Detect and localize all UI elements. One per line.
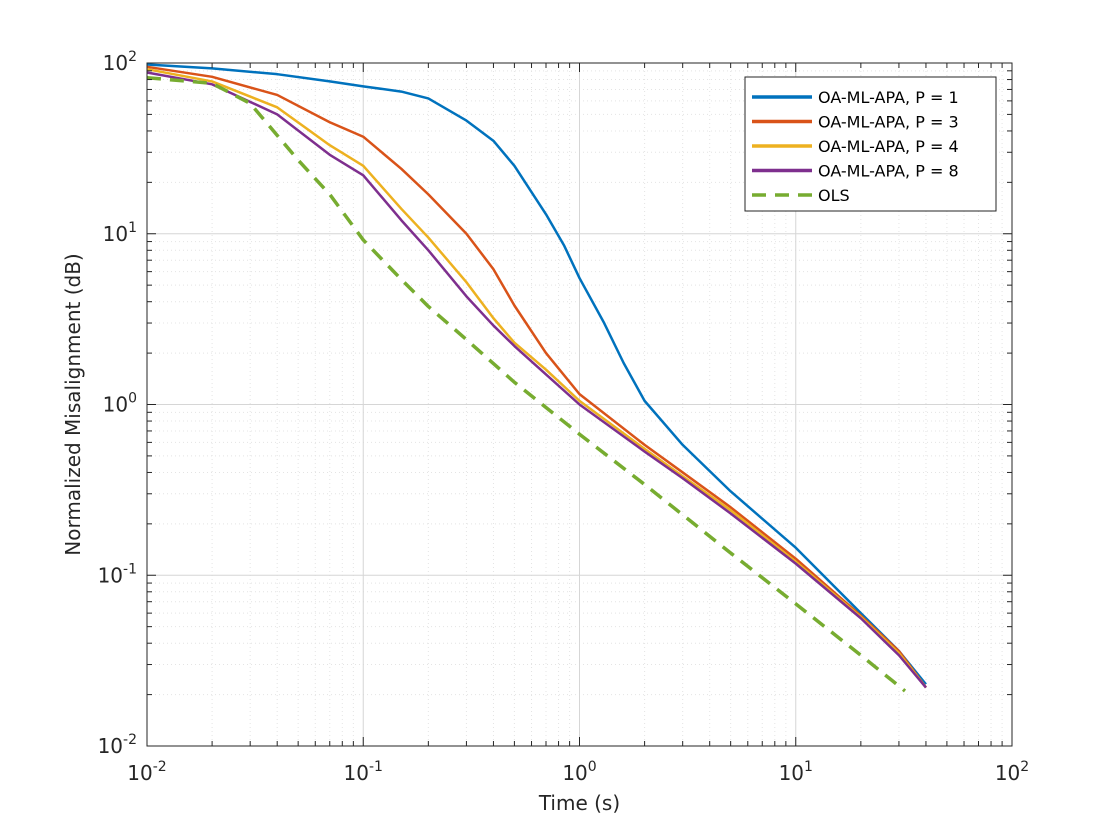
- x-tick-label-exponent: -2: [153, 759, 167, 775]
- x-axis-label: Time (s): [538, 791, 620, 815]
- x-tick-label-base: 10: [562, 761, 587, 785]
- legend-label-1: OA-ML-APA, P = 1: [818, 88, 959, 107]
- x-tick-label-exponent: 1: [804, 759, 813, 775]
- y-axis-label: Normalized Misalignment (dB): [61, 253, 85, 555]
- x-tick-label: 102: [995, 759, 1029, 785]
- y-tick-label: 10-2: [98, 732, 137, 758]
- x-tick-label: 101: [779, 759, 813, 785]
- series-line-5: [146, 75, 907, 693]
- legend-label-5: OLS: [818, 186, 850, 205]
- x-tick-label-exponent: 0: [588, 759, 597, 775]
- legend-box: [744, 76, 997, 212]
- y-tick-label: 100: [103, 391, 137, 417]
- legend: OA-ML-APA, P = 1 OA-ML-APA, P = 3 OA-ML-AP…: [744, 76, 997, 212]
- y-tick-label-base: 10: [103, 393, 128, 417]
- series-line-1: [146, 63, 927, 686]
- y-tick-label-base: 10: [98, 734, 123, 758]
- y-tick-label-base: 10: [103, 222, 128, 246]
- axis-ticks: [146, 62, 1013, 747]
- legend-label-3: OA-ML-APA, P = 4: [818, 137, 959, 156]
- y-tick-label-exponent: -1: [123, 561, 137, 577]
- x-tick-label-base: 10: [779, 761, 804, 785]
- x-tick-label-base: 10: [344, 761, 369, 785]
- y-tick-label-exponent: 0: [128, 391, 137, 407]
- y-tick-label-base: 10: [103, 51, 128, 75]
- y-tick-label-base: 10: [98, 563, 123, 587]
- x-tick-label: 10-1: [344, 759, 383, 785]
- y-tick-label-exponent: -2: [123, 732, 137, 748]
- x-tick-label: 100: [562, 759, 596, 785]
- y-tick-label: 102: [103, 49, 137, 75]
- series-line-4: [146, 71, 927, 689]
- legend-entries: OA-ML-APA, P = 1 OA-ML-APA, P = 3 OA-ML-AP…: [752, 88, 959, 205]
- y-tick-label: 101: [103, 220, 137, 246]
- x-tick-label-base: 10: [127, 761, 152, 785]
- series-line-3: [146, 67, 927, 689]
- legend-label-2: OA-ML-APA, P = 3: [818, 113, 959, 132]
- y-tick-label-exponent: 2: [128, 49, 137, 65]
- y-tick-label-exponent: 1: [128, 220, 137, 236]
- series-line-2: [146, 65, 927, 689]
- x-tick-label-exponent: 2: [1020, 759, 1029, 775]
- legend-label-4: OA-ML-APA, P = 8: [818, 162, 959, 181]
- x-tick-label-exponent: -1: [369, 759, 383, 775]
- x-tick-label-base: 10: [995, 761, 1020, 785]
- series-layer: [146, 63, 927, 693]
- x-tick-label: 10-2: [127, 759, 166, 785]
- y-tick-label: 10-1: [98, 561, 137, 587]
